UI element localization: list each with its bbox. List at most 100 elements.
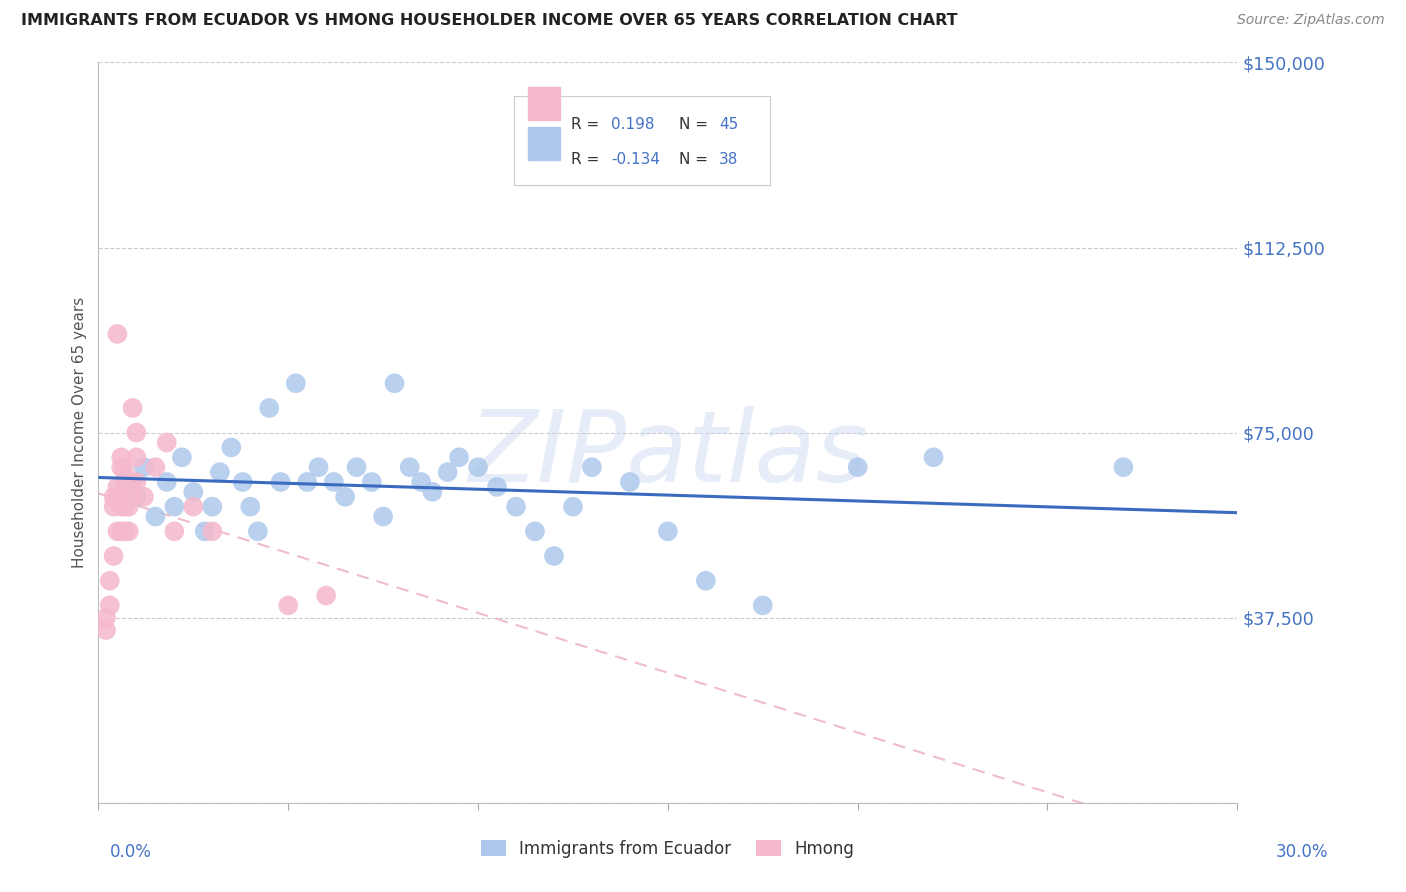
Y-axis label: Householder Income Over 65 years: Householder Income Over 65 years bbox=[72, 297, 87, 568]
Point bbox=[208, 465, 231, 479]
Point bbox=[398, 460, 420, 475]
Point bbox=[121, 475, 143, 489]
Point bbox=[107, 480, 129, 494]
Point bbox=[98, 574, 121, 588]
Point bbox=[145, 509, 167, 524]
Point bbox=[183, 484, 205, 499]
Point bbox=[103, 549, 125, 563]
Point bbox=[103, 500, 125, 514]
Text: R =: R = bbox=[571, 153, 599, 167]
Point bbox=[270, 475, 292, 489]
Point bbox=[695, 574, 717, 588]
Point bbox=[752, 599, 775, 613]
Point bbox=[846, 460, 869, 475]
Point bbox=[107, 326, 129, 341]
Point bbox=[125, 490, 148, 504]
Point bbox=[132, 490, 155, 504]
Text: R =: R = bbox=[571, 117, 599, 132]
Point bbox=[239, 500, 262, 514]
Point bbox=[114, 524, 136, 539]
Point bbox=[132, 460, 155, 475]
Point bbox=[259, 401, 281, 415]
Point bbox=[384, 376, 406, 391]
Text: 0.0%: 0.0% bbox=[110, 843, 152, 861]
Point bbox=[422, 484, 444, 499]
Point bbox=[107, 524, 129, 539]
Point bbox=[118, 500, 141, 514]
Point bbox=[110, 500, 132, 514]
Point bbox=[125, 450, 148, 465]
Text: N =: N = bbox=[679, 153, 709, 167]
Point bbox=[360, 475, 382, 489]
FancyBboxPatch shape bbox=[527, 87, 560, 120]
Point bbox=[277, 599, 299, 613]
Text: 45: 45 bbox=[718, 117, 738, 132]
Text: Source: ZipAtlas.com: Source: ZipAtlas.com bbox=[1237, 13, 1385, 28]
Point bbox=[308, 460, 330, 475]
Point bbox=[246, 524, 269, 539]
Text: ZIPatlas: ZIPatlas bbox=[468, 407, 868, 503]
Point bbox=[110, 524, 132, 539]
Point bbox=[94, 610, 117, 624]
Point bbox=[118, 475, 141, 489]
Point bbox=[121, 490, 143, 504]
Text: N =: N = bbox=[679, 117, 709, 132]
Point bbox=[346, 460, 368, 475]
FancyBboxPatch shape bbox=[515, 95, 770, 185]
Point bbox=[619, 475, 641, 489]
Point bbox=[114, 465, 136, 479]
Point bbox=[297, 475, 319, 489]
Point bbox=[486, 480, 509, 494]
Point bbox=[335, 490, 357, 504]
Point bbox=[125, 475, 148, 489]
Point bbox=[110, 460, 132, 475]
Point bbox=[467, 460, 489, 475]
Point bbox=[581, 460, 603, 475]
Point bbox=[163, 500, 186, 514]
Point bbox=[114, 500, 136, 514]
Point bbox=[170, 450, 193, 465]
Point bbox=[94, 623, 117, 637]
Point bbox=[114, 475, 136, 489]
Point bbox=[371, 509, 394, 524]
Point bbox=[118, 490, 141, 504]
Legend: Immigrants from Ecuador, Hmong: Immigrants from Ecuador, Hmong bbox=[474, 833, 862, 865]
Point bbox=[118, 480, 141, 494]
Point bbox=[156, 475, 179, 489]
Point bbox=[201, 500, 224, 514]
Point bbox=[201, 524, 224, 539]
Point bbox=[110, 450, 132, 465]
Point bbox=[114, 490, 136, 504]
Text: 30.0%: 30.0% bbox=[1277, 843, 1329, 861]
FancyBboxPatch shape bbox=[527, 127, 560, 161]
Point bbox=[221, 441, 243, 455]
Point bbox=[922, 450, 945, 465]
Point bbox=[121, 401, 143, 415]
Point bbox=[118, 524, 141, 539]
Point bbox=[98, 599, 121, 613]
Point bbox=[524, 524, 547, 539]
Point bbox=[183, 500, 205, 514]
Point bbox=[436, 465, 458, 479]
Point bbox=[322, 475, 344, 489]
Point bbox=[107, 490, 129, 504]
Point bbox=[284, 376, 307, 391]
Point bbox=[1112, 460, 1135, 475]
Point bbox=[156, 435, 179, 450]
Text: IMMIGRANTS FROM ECUADOR VS HMONG HOUSEHOLDER INCOME OVER 65 YEARS CORRELATION CH: IMMIGRANTS FROM ECUADOR VS HMONG HOUSEHO… bbox=[21, 13, 957, 29]
Point bbox=[562, 500, 585, 514]
Text: 38: 38 bbox=[718, 153, 738, 167]
Point bbox=[543, 549, 565, 563]
Point bbox=[505, 500, 527, 514]
Text: -0.134: -0.134 bbox=[612, 153, 659, 167]
Point bbox=[449, 450, 471, 465]
Point bbox=[657, 524, 679, 539]
Point bbox=[411, 475, 433, 489]
Point bbox=[194, 524, 217, 539]
Point bbox=[103, 490, 125, 504]
Point bbox=[125, 425, 148, 440]
Point bbox=[232, 475, 254, 489]
Text: 0.198: 0.198 bbox=[612, 117, 654, 132]
Point bbox=[145, 460, 167, 475]
Point bbox=[163, 524, 186, 539]
